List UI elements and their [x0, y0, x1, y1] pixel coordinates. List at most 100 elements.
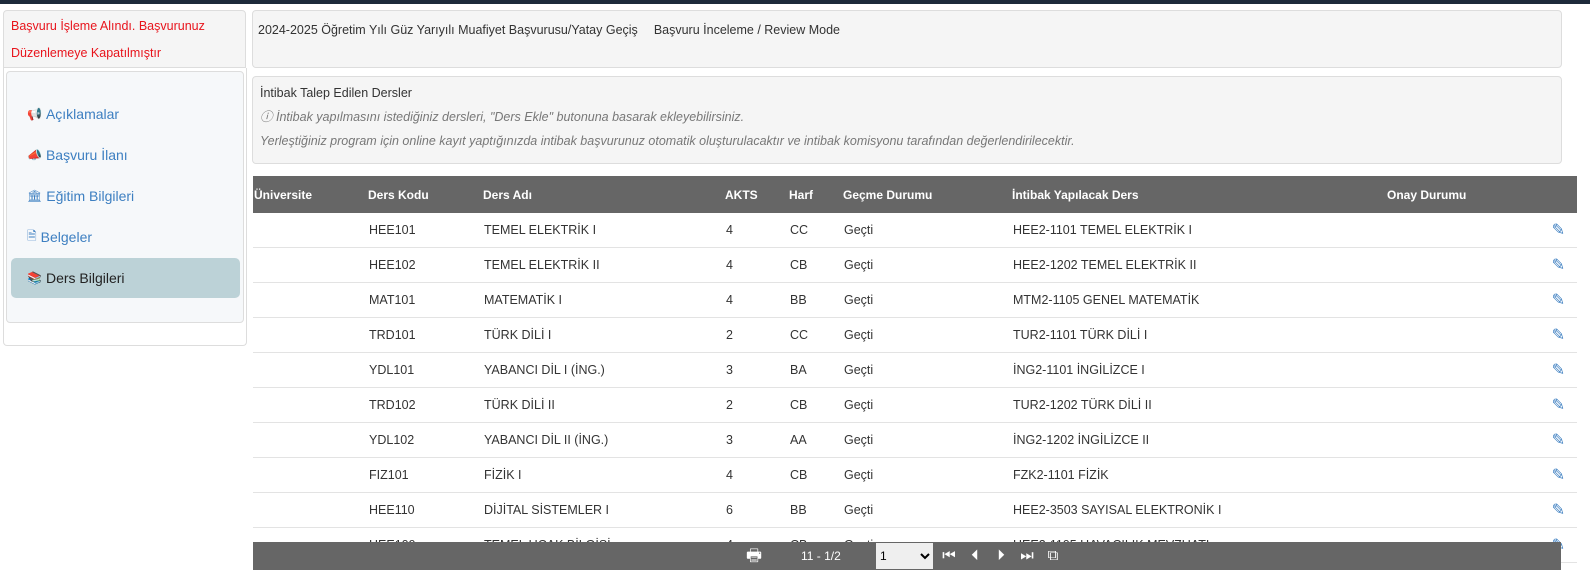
sidebar-item[interactable]: 📢 Açıklamalar: [11, 94, 240, 134]
sidebar-item[interactable]: 📚 Ders Bilgileri: [11, 258, 240, 298]
table-cell: CC: [788, 213, 842, 248]
last-page-icon[interactable]: ⏭: [1020, 547, 1034, 564]
edit-icon[interactable]: ✎: [1551, 362, 1565, 379]
info-icon: ⓘ: [260, 110, 276, 124]
table-cell: Geçti: [842, 317, 1011, 353]
page-info: 11 - 1/2: [801, 549, 841, 563]
column-header[interactable]: Ders Adı: [482, 176, 724, 213]
edit-icon[interactable]: ✎: [1551, 502, 1565, 519]
table-cell: CB: [788, 387, 842, 423]
warning-line: Başvuru İşleme Alındı. Başvurunuz: [11, 19, 205, 33]
table-cell: Geçti: [842, 492, 1011, 528]
next-page-icon[interactable]: ⏵: [997, 547, 1005, 564]
table-cell: TRD102: [367, 387, 482, 423]
table-cell: Geçti: [842, 387, 1011, 423]
table-cell: DİJİTAL SİSTEMLER I: [482, 492, 724, 528]
table-row: MAT101 MATEMATİK I 4 BB Geçti MTM2-1105 GENEL…: [253, 282, 1577, 318]
edit-icon[interactable]: ✎: [1551, 257, 1565, 274]
edit-icon[interactable]: ✎: [1551, 397, 1565, 414]
table-cell: YDL102: [367, 422, 482, 458]
sidebar-item-label: Eğitim Bilgileri: [46, 188, 135, 204]
table-cell: CB: [788, 457, 842, 493]
sidebar-item-label: Ders Bilgileri: [45, 270, 125, 286]
print-icon[interactable]: 🖶: [745, 546, 763, 565]
info-panel: İntibak Talep Edilen Dersler ⓘ İntibak y…: [252, 76, 1562, 164]
table-cell: TRD101: [367, 317, 482, 353]
bullhorn-icon: 📣: [27, 148, 42, 162]
page-title: 2024-2025 Öğretim Yılı Güz Yarıyılı Muaf…: [258, 23, 638, 37]
table-cell: CC: [788, 317, 842, 353]
books-icon: 📚: [27, 271, 42, 285]
first-page-icon[interactable]: ⏮: [942, 547, 956, 564]
table-cell: [253, 317, 367, 353]
column-header[interactable]: AKTS: [724, 176, 788, 213]
table-cell: TÜRK DİLİ I: [482, 317, 724, 353]
column-header[interactable]: Üniversite: [253, 176, 367, 213]
table-cell: 4: [724, 213, 788, 248]
edit-icon[interactable]: ✎: [1551, 222, 1565, 239]
table-cell: Geçti: [842, 247, 1011, 283]
warning-line: Düzenlemeye Kapatılmıştır: [11, 46, 162, 60]
table-cell: YABANCI DİL I (İNG.): [482, 352, 724, 388]
table-cell: TEMEL ELEKTRİK II: [482, 247, 724, 283]
pdf-file-icon: 🗎: [27, 228, 37, 243]
table-cell: FZK2-1101 FİZİK: [1011, 457, 1386, 493]
prev-page-icon[interactable]: ⏴: [971, 547, 979, 564]
table-cell: 2: [724, 317, 788, 353]
table-cell: [253, 457, 367, 493]
table-cell: HEE102: [367, 247, 482, 283]
table-cell: BA: [788, 352, 842, 388]
column-header[interactable]: Ders Kodu: [367, 176, 482, 213]
table-cell: HEE110: [367, 492, 482, 528]
table-cell: 6: [724, 492, 788, 528]
column-header[interactable]: İntibak Yapılacak Ders: [1011, 176, 1386, 213]
table-cell: 4: [724, 282, 788, 318]
table-row: HEE101 TEMEL ELEKTRİK I 4 CC Geçti HEE2-1101 …: [253, 213, 1577, 248]
page-select[interactable]: 1: [876, 543, 933, 569]
edit-icon[interactable]: ✎: [1551, 327, 1565, 344]
sidebar-item[interactable]: 📣 Başvuru İlanı: [11, 135, 240, 175]
info-hint: İntibak yapılmasını istediğiniz dersleri…: [275, 110, 745, 124]
sidebar-item[interactable]: 🏛 Eğitim Bilgileri: [11, 176, 240, 216]
sidebar-item-label: Başvuru İlanı: [45, 147, 128, 163]
table-cell: 4: [724, 247, 788, 283]
table-row: YDL101 YABANCI DİL I (İNG.) 3 BA Geçti İNG2-1…: [253, 352, 1577, 388]
table-cell: Geçti: [842, 352, 1011, 388]
table-cell: [253, 213, 367, 248]
table-cell: HEE101: [367, 213, 482, 248]
table-cell: YDL101: [367, 352, 482, 388]
table-cell: 3: [724, 352, 788, 388]
table-cell: [253, 422, 367, 458]
sidebar-frame: [3, 68, 247, 346]
table-cell: FIZ101: [367, 457, 482, 493]
table-cell: 3: [724, 422, 788, 458]
edit-icon[interactable]: ✎: [1551, 467, 1565, 484]
table-cell: AA: [788, 422, 842, 458]
column-header[interactable]: Onay Durumu: [1386, 176, 1577, 213]
table-cell: MTM2-1105 GENEL MATEMATİK: [1011, 282, 1386, 318]
table-cell: 2: [724, 387, 788, 423]
table-cell: Geçti: [842, 457, 1011, 493]
copy-icon[interactable]: ⧉: [1047, 547, 1059, 564]
table-cell: İNG2-1101 İNGİLİZCE I: [1011, 352, 1386, 388]
sidebar-item-label: Açıklamalar: [45, 106, 120, 122]
table-cell: HEE2-1101 TEMEL ELEKTRİK I: [1011, 213, 1386, 248]
table-row: TRD101 TÜRK DİLİ I 2 CC Geçti TUR2-1101 TÜRK …: [253, 317, 1577, 353]
table-row: TRD102 TÜRK DİLİ II 2 CB Geçti TUR2-1202 TÜRK…: [253, 387, 1577, 423]
column-header[interactable]: Harf: [788, 176, 842, 213]
table-cell: Geçti: [842, 213, 1011, 248]
table-cell: 4: [724, 457, 788, 493]
table-cell: HEE2-1202 TEMEL ELEKTRİK II: [1011, 247, 1386, 283]
table-cell: MAT101: [367, 282, 482, 318]
table-cell: TUR2-1101 TÜRK DİLİ I: [1011, 317, 1386, 353]
table-cell: HEE2-3503 SAYISAL ELEKTRONİK I: [1011, 492, 1386, 528]
sidebar-item[interactable]: 🗎 Belgeler: [11, 217, 240, 257]
mode-label: Başvuru İnceleme / Review Mode: [653, 23, 841, 37]
edit-icon[interactable]: ✎: [1551, 432, 1565, 449]
table-cell: Geçti: [842, 422, 1011, 458]
edit-icon[interactable]: ✎: [1551, 292, 1565, 309]
table-cell: [253, 387, 367, 423]
table-cell: TEMEL ELEKTRİK I: [482, 213, 724, 248]
page-header: 2024-2025 Öğretim Yılı Güz Yarıyılı Muaf…: [252, 10, 1562, 68]
column-header[interactable]: Geçme Durumu: [842, 176, 1011, 213]
